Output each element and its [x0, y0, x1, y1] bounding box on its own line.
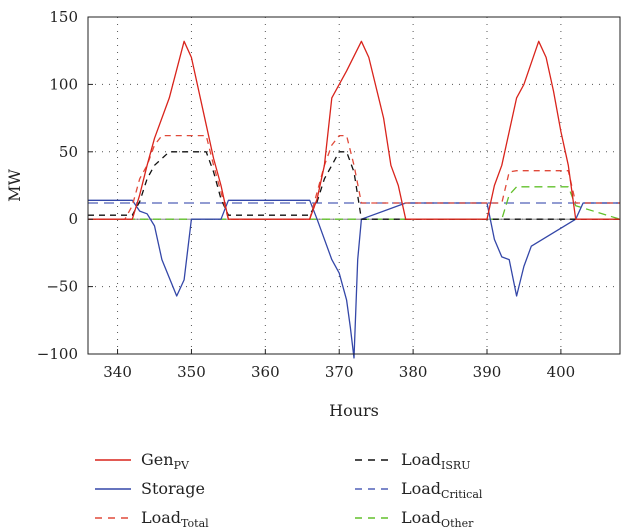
x-tick-label: 340 [103, 363, 132, 381]
series-layer [88, 40, 621, 359]
series-line-storage [88, 199, 620, 359]
x-axis-title: Hours [329, 401, 379, 420]
y-tick-label: 50 [59, 143, 78, 161]
legend-label-storage: Storage [141, 479, 205, 498]
legend-label-gen_pv: GenPV [141, 450, 190, 472]
y-tick-label: −50 [46, 278, 78, 296]
grid-lines [88, 16, 620, 355]
series-line-gen_pv [88, 40, 620, 220]
legend: GenPV Storage LoadTotal LoadISRU LoadCritica… [95, 450, 483, 530]
y-axis-ticks: −100 −50 0 50 100 150 [37, 8, 93, 363]
y-tick-label: 0 [68, 210, 78, 228]
y-tick-label: 150 [49, 8, 78, 26]
y-tick-label: −100 [37, 345, 78, 363]
series-line-load_isru [88, 151, 620, 220]
y-axis-title: MW [5, 169, 24, 202]
x-axis-ticks: 340 350 360 370 380 390 400 [103, 349, 575, 381]
x-tick-label: 370 [325, 363, 354, 381]
y-tick-label: 100 [49, 75, 78, 93]
x-tick-label: 400 [547, 363, 576, 381]
legend-label-load_total: LoadTotal [141, 508, 209, 530]
legend-label-load_critical: LoadCritical [401, 479, 483, 501]
series-line-load_other [88, 186, 621, 220]
series-line-load_total [88, 134, 620, 220]
x-tick-label: 390 [473, 363, 502, 381]
plot-frame [87, 16, 621, 355]
x-tick-label: 350 [177, 363, 206, 381]
legend-label-load_other: LoadOther [401, 508, 474, 530]
x-tick-label: 380 [399, 363, 428, 381]
x-tick-label: 360 [251, 363, 280, 381]
legend-label-load_isru: LoadISRU [401, 450, 470, 472]
